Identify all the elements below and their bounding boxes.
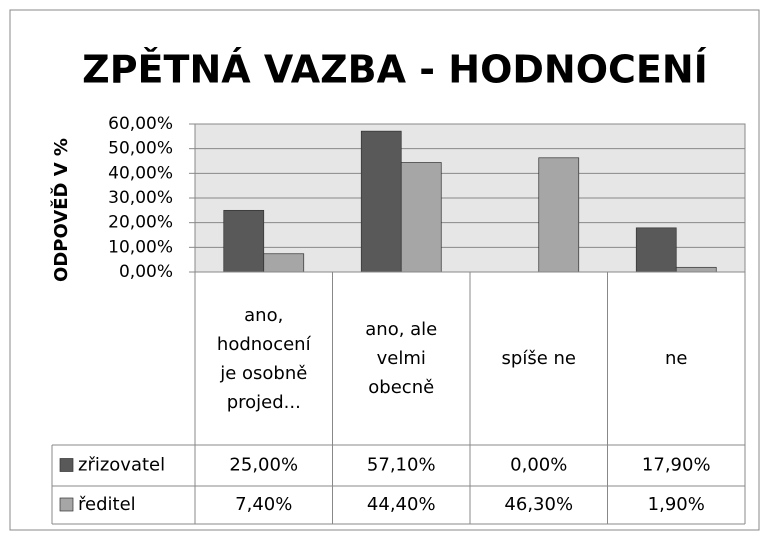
bar (538, 157, 580, 273)
data-label: 7,40% (235, 494, 292, 515)
y-tick-label: 20,00% (108, 213, 173, 233)
x-tick-label: ne (665, 348, 688, 369)
legend-swatch (59, 497, 74, 512)
x-tick-label-box: ano, hodnocení je osobně projed... (216, 304, 311, 413)
data-label: 1,90% (648, 494, 705, 515)
data-label: 46,30% (504, 494, 573, 515)
data-label: 0,00% (510, 455, 567, 476)
x-tick-label-box: ne (665, 348, 688, 369)
y-tick-label: 30,00% (108, 188, 173, 208)
y-tick-label: 50,00% (108, 139, 173, 159)
chart-title: ZPĚTNÁ VAZBA - HODNOCENÍ (82, 48, 708, 92)
data-label: 57,10% (367, 455, 436, 476)
x-tick-label: ano, ale velmi obecně (365, 319, 438, 398)
bar (635, 227, 677, 273)
y-tick-label: 60,00% (108, 114, 173, 134)
x-tick-label: spíše ne (501, 348, 576, 369)
bar (263, 253, 305, 273)
data-label: 25,00% (229, 455, 298, 476)
y-tick-label: 0,00% (119, 262, 173, 282)
y-tick-label: 40,00% (108, 163, 173, 183)
bar (400, 162, 442, 273)
bar (223, 209, 265, 273)
legend-label: zřizovatel (78, 455, 165, 476)
legend-swatch (59, 458, 74, 472)
x-tick-label-box: spíše ne (501, 348, 576, 369)
x-tick-label-box: ano, ale velmi obecně (365, 319, 438, 398)
y-tick-label: 10,00% (108, 237, 173, 257)
y-axis-label: ODPOVĚĎ V % (50, 138, 72, 282)
bar (360, 130, 402, 273)
x-tick-label: ano, hodnocení je osobně projed... (216, 304, 311, 413)
legend-label: ředitel (78, 494, 136, 515)
data-label: 44,40% (367, 494, 436, 515)
data-label: 17,90% (642, 455, 711, 476)
